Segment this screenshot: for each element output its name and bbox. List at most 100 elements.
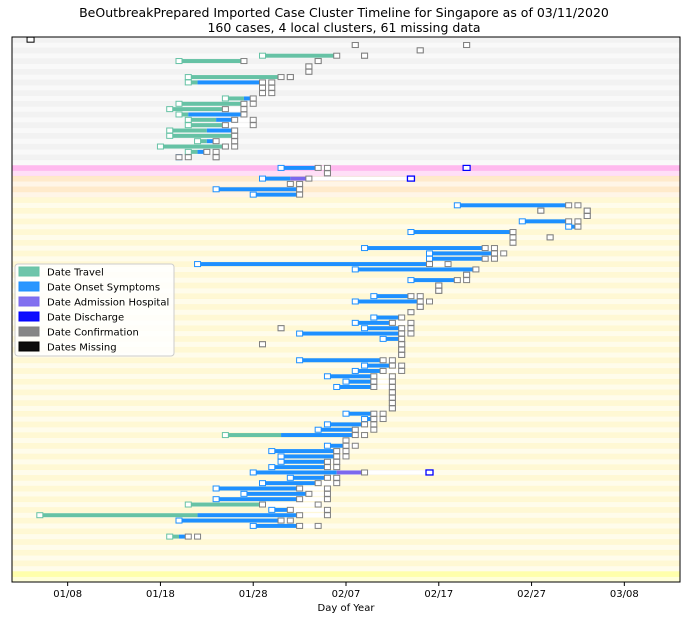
cluster-band-row: [12, 95, 680, 102]
cluster-band-row: [12, 170, 680, 177]
start-marker: [426, 250, 433, 257]
cluster-band-row: [12, 224, 680, 230]
onset-segment: [522, 219, 569, 224]
end-marker: [333, 474, 341, 481]
travel-segment: [179, 101, 244, 106]
onset-segment: [271, 465, 328, 470]
end-marker: [444, 261, 452, 268]
travel-segment: [188, 502, 263, 507]
start-marker: [361, 362, 369, 369]
confirmation-marker: [333, 448, 341, 455]
confirmation-gap: [318, 481, 337, 486]
confirmation-gap: [373, 411, 384, 416]
cluster-band-row: [12, 475, 680, 481]
cluster-band-row: [12, 69, 680, 75]
legend-label: Date Onset Symptoms: [47, 283, 160, 294]
end-marker: [574, 218, 582, 225]
end-marker: [249, 100, 257, 107]
confirmation-gap: [318, 165, 328, 170]
confirmation-marker: [370, 416, 378, 423]
confirmation-marker: [388, 389, 396, 396]
confirmation-marker: [398, 351, 406, 358]
confirmation-marker: [426, 261, 433, 268]
start-marker: [166, 132, 174, 139]
confirmation-gap: [299, 513, 328, 518]
confirmation-marker: [296, 180, 304, 187]
travel-segment: [188, 80, 198, 85]
confirmation-marker: [203, 148, 211, 155]
confirmation-marker: [416, 303, 424, 310]
confirmation-marker: [453, 277, 461, 284]
cluster-band-row: [12, 528, 680, 535]
confirmation-gap: [364, 470, 430, 475]
end-marker: [388, 383, 396, 390]
onset-segment: [410, 278, 458, 283]
confirmation-gap: [429, 262, 449, 267]
cluster-band-row: [12, 234, 680, 241]
confirmation-marker: [416, 298, 424, 305]
confirmation-marker: [221, 106, 229, 113]
cluster-band-row: [12, 37, 680, 43]
legend-label: Date Admission Hospital: [47, 298, 169, 309]
confirmation-gap: [401, 331, 411, 336]
start-marker: [277, 453, 285, 460]
start-marker: [184, 122, 192, 129]
travel-segment: [169, 133, 235, 138]
travel-segment: [188, 75, 282, 80]
confirmation-marker: [296, 522, 304, 529]
confirmation-marker: [259, 501, 266, 508]
cluster-band-row: [12, 143, 680, 150]
onset-segment: [346, 411, 374, 416]
cluster-band-row: [12, 416, 680, 422]
start-marker: [249, 191, 257, 198]
start-marker: [453, 202, 461, 209]
cluster-band-row: [12, 304, 680, 310]
confirmation-marker: [398, 325, 406, 332]
confirmation-marker: [361, 469, 369, 476]
x-tick-label: 02/17: [424, 589, 453, 600]
confirmation-marker: [388, 394, 396, 401]
confirmation-gap: [308, 491, 328, 496]
confirmation-gap: [485, 246, 495, 251]
cluster-band-row: [12, 106, 680, 113]
start-marker: [286, 474, 294, 481]
onset-segment: [429, 251, 495, 256]
confirmation-marker: [221, 122, 229, 129]
cluster-band-row: [12, 560, 680, 567]
start-marker: [351, 319, 359, 326]
onset-segment: [318, 427, 356, 432]
onset-segment: [262, 481, 319, 486]
confirmation-marker: [407, 309, 415, 316]
end-marker: [212, 148, 220, 155]
travel-segment: [188, 123, 226, 128]
confirmation-marker: [323, 458, 331, 465]
end-marker: [416, 293, 424, 300]
x-tick-label: 01/18: [146, 589, 175, 600]
cluster-band-row: [12, 336, 680, 342]
confirmation-marker: [296, 191, 304, 198]
legend: Date Travel Date Onset Symptoms Date Admis…: [14, 263, 175, 357]
end-marker: [407, 319, 415, 326]
cluster-band-row: [12, 555, 680, 561]
end-marker: [370, 421, 378, 428]
confirmation-marker: [388, 319, 396, 326]
travel-segment: [169, 534, 179, 539]
onset-segment: [568, 224, 578, 229]
end-marker: [333, 458, 341, 465]
cluster-band-row: [12, 501, 680, 508]
onset-segment: [197, 262, 430, 267]
onset-segment: [179, 518, 282, 523]
cluster-band-row: [12, 207, 680, 214]
confirmation-gap: [373, 374, 393, 379]
start-marker: [323, 442, 331, 449]
cluster-band-row: [12, 362, 680, 369]
confirmation-gap: [364, 422, 374, 427]
cluster-band-row: [12, 576, 680, 583]
confirmation-gap: [188, 534, 198, 539]
onset-segment: [383, 336, 402, 341]
confirmation-marker: [286, 506, 294, 513]
cluster-band-row: [12, 571, 680, 577]
confirmation-gap: [225, 123, 254, 128]
confirmation-marker: [305, 490, 313, 497]
onset-segment: [299, 358, 384, 363]
